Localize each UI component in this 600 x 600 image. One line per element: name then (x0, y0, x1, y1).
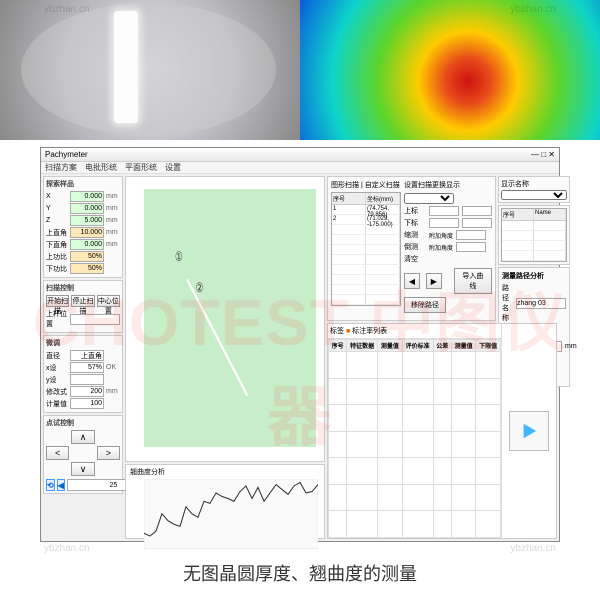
scan-pos-input[interactable] (70, 314, 120, 325)
dpad-right[interactable]: > (97, 446, 120, 460)
saved-list: 显示名称 (498, 176, 570, 203)
menu-1[interactable]: 电批形统 (85, 162, 117, 173)
dpad-down[interactable]: ∨ (71, 462, 94, 476)
window-controls[interactable]: — □ ✕ (531, 150, 555, 159)
menu-3[interactable]: 设置 (165, 162, 181, 173)
line-chart: 翘曲度分析 (125, 464, 325, 539)
next-btn[interactable]: ▶ (426, 273, 442, 289)
data-tab-0[interactable]: 标签 (330, 328, 344, 335)
saved-select[interactable] (501, 190, 567, 200)
center-button[interactable]: 中心位置 (97, 295, 120, 307)
dpad-up[interactable]: ∧ (71, 430, 94, 444)
pattern-panel: 图形扫描 | 自定义扫描 序号坐标(mm) 1(74.754, 79.856)2… (327, 176, 496, 321)
coord-table: 序号坐标(mm) 1(74.754, 79.856)2(71.029, -175… (331, 192, 401, 306)
menu-0[interactable]: 扫描方案 (45, 162, 77, 173)
tab-pattern[interactable]: 图形扫描 (331, 182, 359, 189)
clear-path-btn[interactable]: 移除路径 (404, 297, 446, 313)
pattern-select[interactable] (404, 193, 454, 204)
field-上功比[interactable] (70, 251, 104, 262)
step-minus[interactable]: ◀ (57, 479, 65, 491)
wafer-photo (0, 0, 300, 140)
import-btn[interactable]: 导入曲线 (454, 268, 492, 294)
data-tab-1[interactable]: 标注率列表 (352, 328, 387, 335)
menubar: 扫描方案 电批形统 平面形统 设置 (41, 162, 559, 174)
prev-btn[interactable]: ◀ (404, 273, 420, 289)
stop-scan-button[interactable]: 停止扫描 (71, 295, 94, 307)
svg-text:①: ① (175, 251, 183, 265)
scatter-chart: ① ② (125, 176, 325, 462)
app-title: Pachymeter (45, 150, 88, 159)
micro-panel: 微调 直径x设OKy设修改式mm计量值 (43, 335, 123, 413)
field-X[interactable] (70, 191, 104, 202)
app-window: Pachymeter — □ ✕ 扫描方案 电批形统 平面形统 设置 探索样品 … (40, 147, 560, 542)
field-下功比[interactable] (70, 263, 104, 274)
start-scan-button[interactable]: 开始扫描 (46, 295, 69, 307)
data-table: 序号特征数据测量值评价标准公差测量值下限值 (328, 339, 501, 538)
top-image-row (0, 0, 600, 140)
sample-panel: 探索样品 XmmYmmZmm上直角mm下直角mm上功比下功比 (43, 176, 123, 278)
data-table-panel: 标签 ■ 标注率列表 序号特征数据测量值评价标准公差测量值下限值 (327, 323, 557, 539)
dpad-left[interactable]: < (46, 446, 69, 460)
menu-2[interactable]: 平面形统 (125, 162, 157, 173)
field-Y[interactable] (70, 203, 104, 214)
field-Z[interactable] (70, 215, 104, 226)
field-上直角[interactable] (70, 227, 104, 238)
tab-custom[interactable]: 自定义扫描 (365, 182, 400, 189)
path-name-input[interactable] (516, 298, 566, 309)
bottom-caption: 无图晶圆厚度、翘曲度的测量 (0, 560, 600, 586)
svg-text:②: ② (196, 282, 204, 296)
field-下直角[interactable] (70, 239, 104, 250)
scan-panel: 扫描控制 开始扫描 停止扫描 中心位置 上杆位置 (43, 280, 123, 333)
dpad-panel: 点试控制 ∧ < > ∨ ⟲ ◀ ▶ ⬚ (43, 415, 123, 494)
heatmap-image (300, 0, 600, 140)
play-button[interactable] (509, 411, 549, 451)
pattern-form: 设置扫描更换显示 上标下标缩测附加角度倒测附加角度清空 ◀ ▶ 导入曲线 移除路… (404, 180, 492, 317)
dpad-home[interactable]: ⟲ (46, 479, 55, 491)
titlebar: Pachymeter — □ ✕ (41, 148, 559, 162)
